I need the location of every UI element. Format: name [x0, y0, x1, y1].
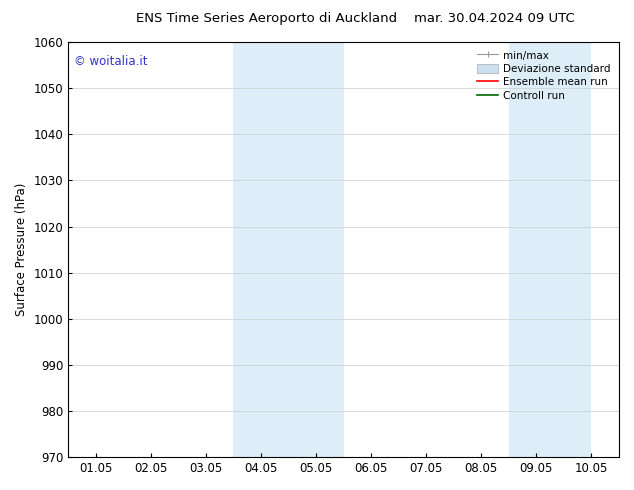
- Bar: [233, 42, 344, 457]
- Text: mar. 30.04.2024 09 UTC: mar. 30.04.2024 09 UTC: [414, 12, 575, 25]
- Legend: min/max, Deviazione standard, Ensemble mean run, Controll run: min/max, Deviazione standard, Ensemble m…: [474, 47, 614, 104]
- Text: © woitalia.it: © woitalia.it: [74, 54, 147, 68]
- Bar: [509, 42, 592, 457]
- Text: ENS Time Series Aeroporto di Auckland: ENS Time Series Aeroporto di Auckland: [136, 12, 397, 25]
- Y-axis label: Surface Pressure (hPa): Surface Pressure (hPa): [15, 183, 28, 316]
